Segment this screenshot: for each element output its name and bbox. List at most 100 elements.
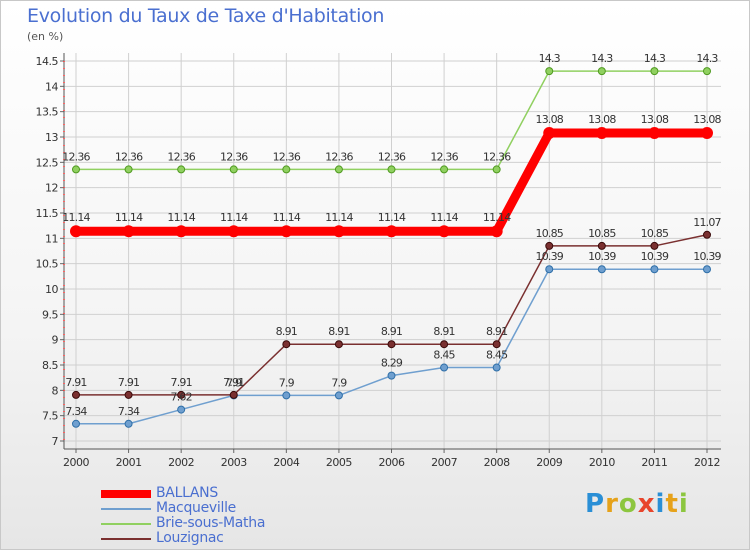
data-label: 7.34: [65, 405, 87, 418]
data-label: 11.14: [62, 211, 90, 224]
proxiti-logo: Proxiti: [585, 489, 689, 519]
data-label: 12.36: [62, 150, 90, 163]
data-point: [440, 363, 449, 372]
data-point: [650, 265, 659, 274]
data-point: [545, 241, 554, 250]
data-point: [701, 126, 713, 139]
data-label: 11.14: [325, 211, 353, 224]
data-label: 7.91: [118, 376, 139, 389]
data-label: 11.14: [167, 211, 195, 224]
data-label: 7.91: [223, 376, 244, 389]
data-point: [650, 67, 659, 76]
data-point: [72, 165, 80, 174]
data-point: [282, 165, 291, 174]
y-tick-label: 8: [52, 384, 59, 397]
data-point: [597, 265, 606, 274]
y-tick-label: 13.5: [36, 106, 59, 119]
data-point: [492, 363, 501, 372]
unit-label: (en %): [27, 30, 64, 43]
data-point: [124, 419, 133, 428]
y-tick-label: 10.5: [36, 258, 59, 271]
data-point: [282, 391, 291, 400]
data-label: 10.39: [641, 250, 669, 263]
data-point: [545, 67, 554, 76]
data-label: 14.3: [644, 52, 666, 65]
data-label: 11.14: [220, 211, 248, 224]
data-point: [177, 390, 186, 399]
data-label: 11.14: [483, 211, 511, 224]
data-label: 12.36: [378, 150, 406, 163]
data-point: [648, 126, 661, 139]
data-label: 8.29: [381, 357, 403, 370]
data-point: [597, 67, 606, 76]
data-point: [175, 225, 188, 238]
data-label: 8.91: [381, 325, 402, 338]
y-tick-label: 11.5: [36, 207, 59, 220]
data-label: 8.91: [486, 325, 507, 338]
y-tick-label: 9: [52, 334, 59, 347]
data-point: [124, 390, 133, 399]
data-point: [72, 390, 80, 399]
data-label: 8.91: [328, 325, 349, 338]
data-point: [703, 230, 711, 239]
x-tick-label: 2007: [431, 456, 457, 469]
x-tick-label: 2012: [694, 456, 720, 469]
legend-label: BALLANS: [156, 485, 218, 501]
data-label: 12.36: [220, 150, 248, 163]
data-point: [650, 241, 659, 250]
data-point: [229, 165, 238, 174]
data-label: 12.36: [483, 150, 511, 163]
legend-label: Macqueville: [156, 500, 236, 516]
data-label: 12.36: [325, 150, 353, 163]
data-label: 7.62: [171, 391, 192, 404]
data-point: [387, 371, 396, 380]
data-point: [282, 340, 291, 349]
y-tick-label: 12: [45, 182, 58, 195]
x-tick-label: 2008: [484, 456, 510, 469]
data-point: [280, 225, 293, 238]
data-label: 8.45: [486, 349, 508, 362]
data-label: 8.91: [276, 325, 297, 338]
data-point: [387, 340, 396, 349]
data-point: [387, 165, 396, 174]
data-point: [124, 165, 133, 174]
x-tick-label: 2000: [63, 456, 89, 469]
data-label: 11.14: [430, 211, 458, 224]
data-label: 7.91: [171, 376, 192, 389]
data-label: 11.07: [693, 216, 721, 229]
data-point: [70, 225, 82, 238]
data-point: [334, 391, 343, 400]
y-tick-label: 7.5: [42, 410, 58, 423]
data-label: 11.14: [115, 211, 143, 224]
data-point: [597, 241, 606, 250]
data-label: 14.3: [539, 52, 561, 65]
legend-swatch: [101, 523, 151, 525]
y-tick-label: 12.5: [36, 156, 59, 169]
data-label: 7.9: [331, 376, 347, 389]
y-tick-label: 11: [45, 232, 58, 245]
data-label: 10.85: [641, 227, 669, 240]
data-label: 7.9: [279, 376, 295, 389]
chart-title: Evolution du Taux de Taxe d'Habitation: [27, 5, 385, 27]
data-label: 14.3: [591, 52, 613, 65]
y-tick-label: 13: [45, 131, 58, 144]
y-tick-label: 8.5: [42, 359, 58, 372]
data-point: [72, 419, 80, 428]
data-point: [490, 225, 503, 238]
data-label: 13.08: [693, 113, 721, 126]
data-label: 13.08: [641, 113, 669, 126]
data-point: [703, 67, 711, 76]
legend-swatch: [101, 490, 151, 498]
x-tick-label: 2006: [379, 456, 405, 469]
data-label: 10.85: [588, 227, 616, 240]
data-point: [229, 390, 238, 399]
x-tick-label: 2009: [536, 456, 562, 469]
y-tick-label: 7: [52, 435, 59, 448]
data-label: 7.9: [226, 376, 242, 389]
legend-swatch: [101, 508, 151, 510]
data-label: 7.91: [65, 376, 86, 389]
data-point: [334, 340, 343, 349]
data-point: [177, 405, 186, 414]
